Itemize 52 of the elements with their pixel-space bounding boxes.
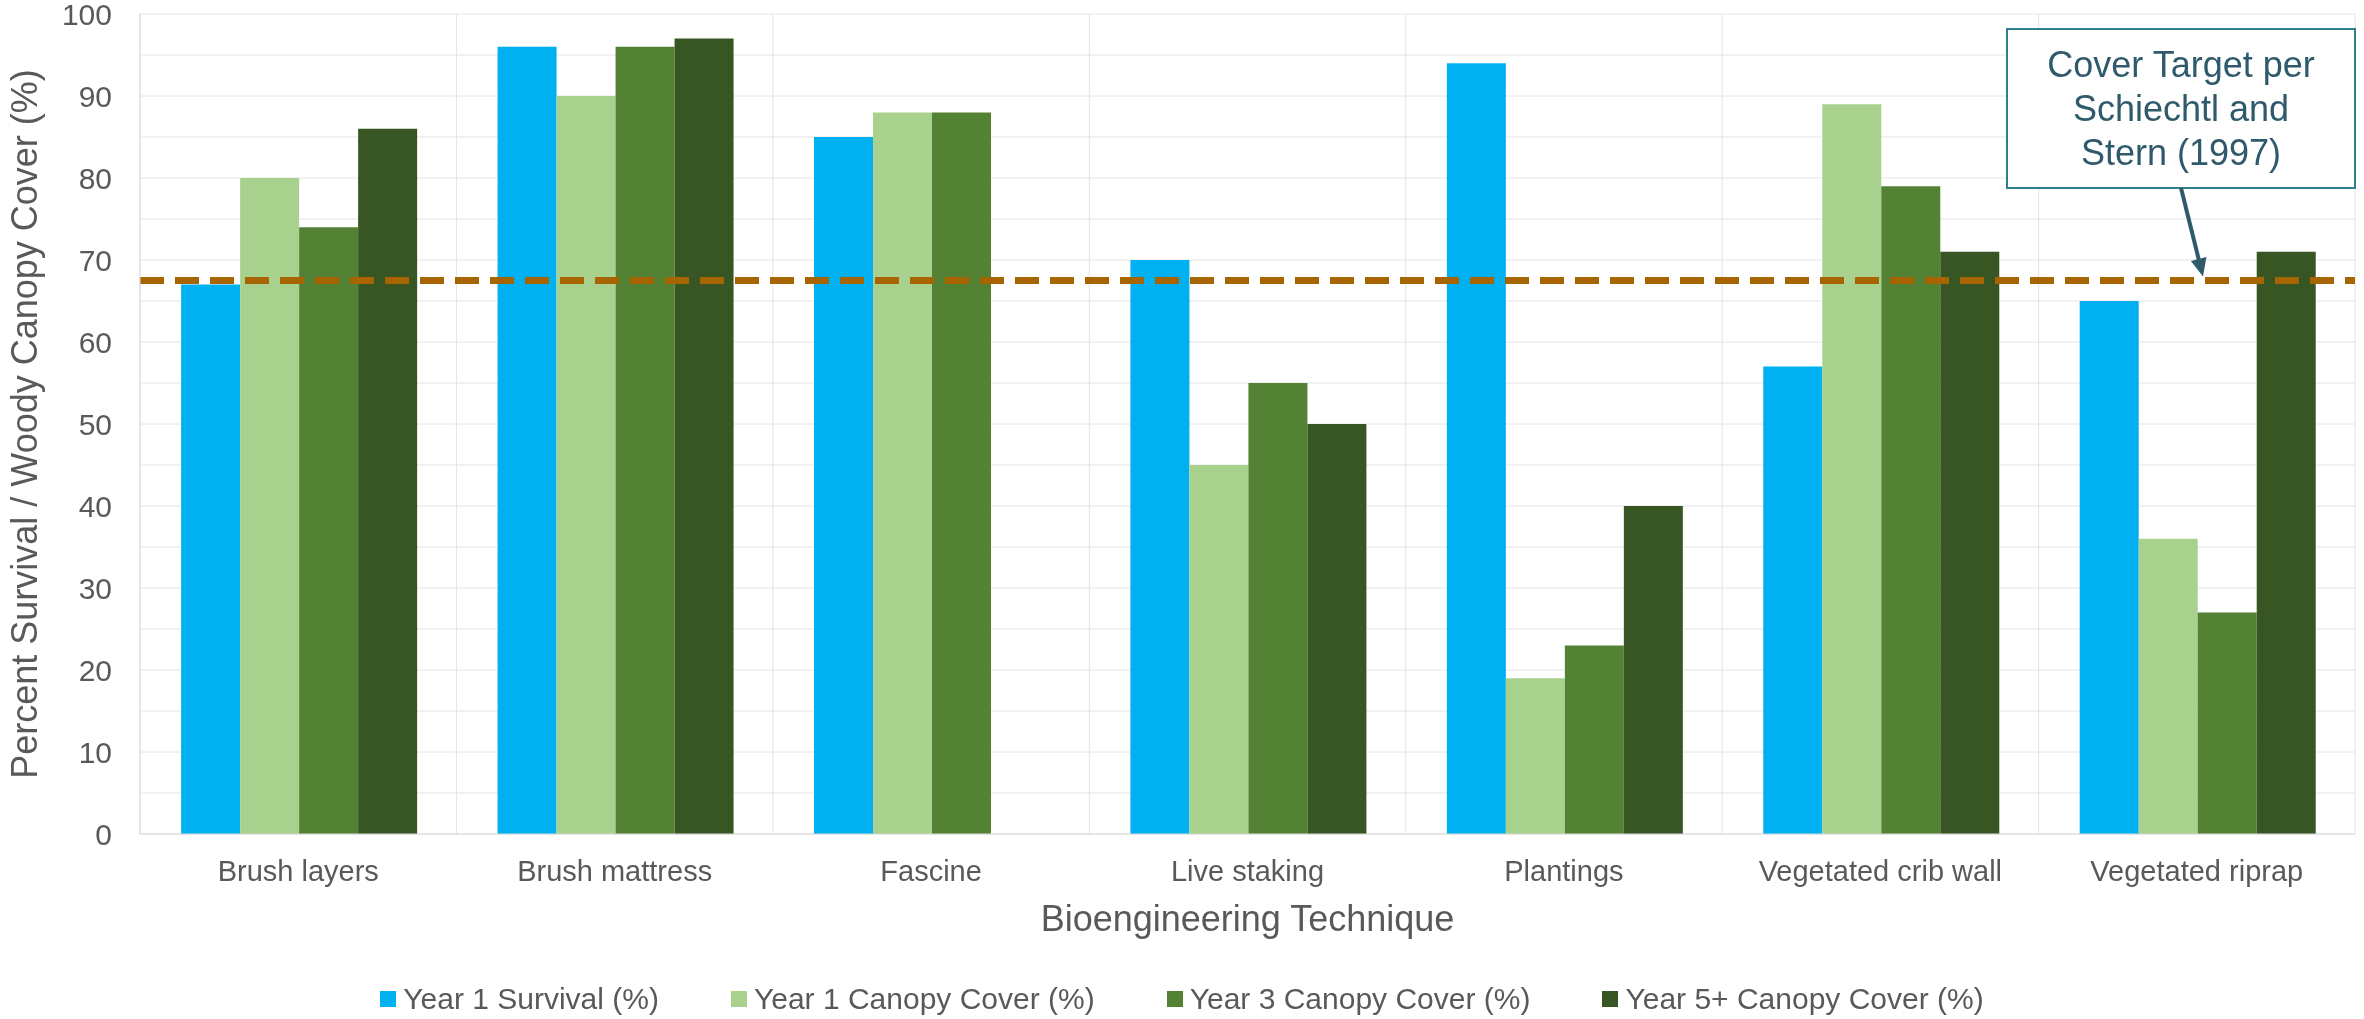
bar <box>674 38 734 834</box>
x-tick-label: Vegetated riprap <box>2090 854 2304 887</box>
bar <box>1564 645 1624 834</box>
bar <box>2138 538 2198 834</box>
bar <box>181 284 241 834</box>
y-tick-label: 20 <box>78 653 112 687</box>
y-tick-label: 100 <box>61 0 112 31</box>
y-axis-title: Percent Survival / Woody Canopy Cover (%) <box>3 69 45 779</box>
bar <box>1881 186 1941 834</box>
x-tick-label: Plantings <box>1504 854 1624 887</box>
bar <box>1189 465 1249 834</box>
bar <box>240 178 300 834</box>
bar <box>299 227 359 834</box>
bar <box>2079 301 2139 834</box>
bar <box>1940 251 2000 834</box>
bar <box>358 128 418 834</box>
x-tick-label: Brush layers <box>217 854 379 887</box>
y-tick-label: 60 <box>78 325 112 359</box>
legend-label: Year 1 Canopy Cover (%) <box>752 982 1095 1016</box>
ref-line-label: Cover Target per Schiechtl and Stern (1997) <box>2047 43 2315 173</box>
y-tick-label: 40 <box>78 489 112 523</box>
y-tick-label: 10 <box>78 735 112 769</box>
bar <box>813 137 873 834</box>
y-tick-label: 80 <box>78 161 112 195</box>
legend-label: Year 1 Survival (%) <box>402 982 659 1016</box>
legend-label: Year 5+ Canopy Cover (%) <box>1624 982 1984 1016</box>
y-tick-label: 90 <box>78 79 112 113</box>
x-tick-label: Vegetated crib wall <box>1758 854 2003 887</box>
y-tick-label: 30 <box>78 571 112 605</box>
bar <box>2256 251 2316 834</box>
y-tick-label: 70 <box>78 243 112 277</box>
bar <box>1763 366 1823 834</box>
bar <box>556 96 616 834</box>
bar <box>2197 612 2257 834</box>
bar <box>1623 506 1683 834</box>
bar <box>872 112 932 834</box>
bar <box>615 46 675 834</box>
bar <box>1248 383 1308 834</box>
bar <box>931 112 991 834</box>
x-tick-label: Brush mattress <box>517 854 713 887</box>
bar <box>1130 260 1190 834</box>
y-tick-label: 50 <box>78 407 112 441</box>
x-tick-label: Live staking <box>1170 854 1325 887</box>
x-tick-label: Fascine <box>880 854 982 887</box>
bar <box>497 46 557 834</box>
x-axis-title: Bioengineering Technique <box>1040 897 1455 939</box>
bar <box>1505 678 1565 834</box>
bar <box>1822 104 1882 834</box>
bar <box>1446 63 1506 834</box>
y-tick-label: 0 <box>95 817 112 851</box>
legend-label: Year 3 Canopy Cover (%) <box>1188 982 1531 1016</box>
bar <box>1307 424 1367 834</box>
